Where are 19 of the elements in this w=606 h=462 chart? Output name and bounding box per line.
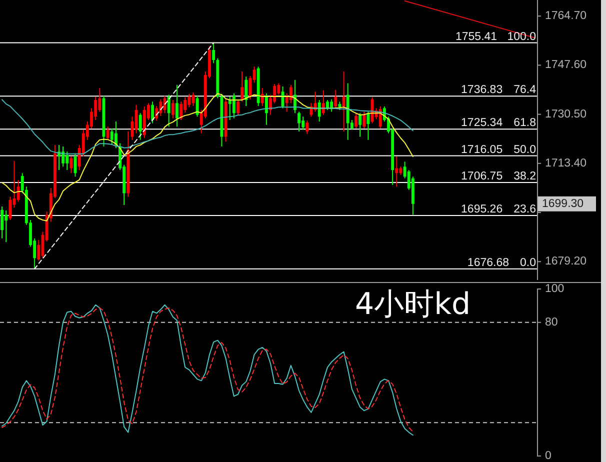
line-series xyxy=(2,99,414,154)
y-tick-label: 1679.20 xyxy=(545,256,587,268)
chart-title: 4小时kd xyxy=(355,287,471,322)
y-tick-label: 1713.40 xyxy=(545,157,587,170)
y-tick-label: 80 xyxy=(545,316,558,328)
ref-line-label: 1676.68 0.0 xyxy=(467,256,536,269)
line-series xyxy=(2,93,414,222)
ref-line-label: 1736.83 76.4 xyxy=(461,84,537,96)
y-tick-label: 1730.50 xyxy=(545,108,587,120)
text: 1699.30 xyxy=(542,198,584,210)
ref-line-label: 1755.41 100.0 xyxy=(456,30,536,43)
y-tick-label: 100 xyxy=(545,283,564,295)
y-tick-label: 1747.60 xyxy=(545,59,587,72)
ref-line-label: 1725.34 61.8 xyxy=(461,117,536,130)
y-tick-label: 1764.70 xyxy=(545,10,587,22)
ref-line-label: 1716.05 50.0 xyxy=(461,144,536,156)
ref-line-label: 1706.75 38.2 xyxy=(461,170,536,183)
y-tick-label: 0 xyxy=(545,450,552,462)
ref-line-label: 1695.26 23.6 xyxy=(461,204,536,216)
